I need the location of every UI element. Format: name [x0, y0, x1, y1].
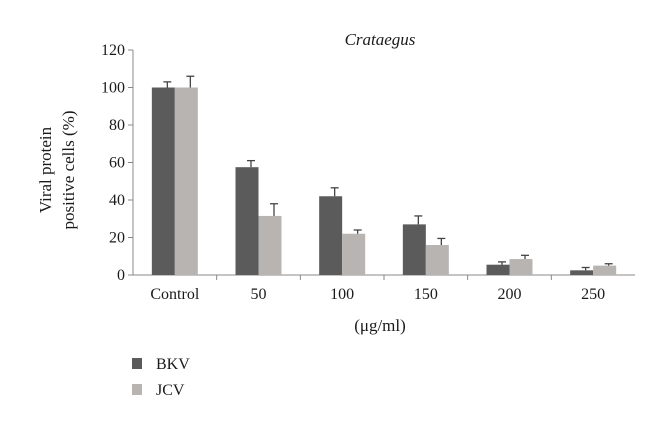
bar-bkv-150: [402, 224, 426, 275]
x-axis-ticks: Control 50 100 150 200 250: [150, 275, 605, 303]
bar-jcv-200: [509, 259, 533, 275]
legend-label-jcv: JCV: [156, 382, 185, 399]
y-tick-label: 0: [117, 267, 125, 284]
y-axis-ticks: 0 20 40 60 80 100 120: [101, 42, 133, 284]
y-tick-label: 80: [109, 117, 125, 134]
bar-jcv-50: [258, 215, 282, 275]
bar-jcv-150: [425, 245, 449, 275]
bar-jcv-100: [342, 233, 366, 275]
error-bars-group: [163, 75, 613, 271]
y-tick-label: 120: [101, 42, 125, 59]
y-tick-label: 40: [109, 192, 125, 209]
legend: BKV JCV: [132, 356, 190, 399]
x-tick-label: 50: [251, 286, 267, 303]
y-tick-label: 60: [109, 155, 125, 172]
bars-group: [151, 87, 617, 275]
bar-bkv-200: [486, 264, 510, 275]
x-tick-label: 250: [581, 286, 605, 303]
x-tick-label: 100: [330, 286, 354, 303]
x-tick-label: Control: [150, 286, 199, 303]
y-tick-label: 100: [101, 80, 125, 97]
y-axis-label-line-2: positive cells (%): [59, 111, 78, 230]
bar-bkv-50: [235, 167, 259, 275]
y-axis-label-line-1: Viral protein: [36, 126, 55, 213]
bar-bkv-250: [570, 270, 594, 275]
legend-swatch-jcv: [132, 384, 142, 395]
y-tick-label: 20: [109, 230, 125, 247]
bar-jcv-250: [593, 265, 617, 275]
chart-title: Crataegus: [345, 30, 416, 49]
bar-jcv-control: [174, 87, 198, 275]
x-tick-label: 200: [498, 286, 522, 303]
x-tick-label: 150: [414, 286, 438, 303]
x-axis-label: (μg/ml): [354, 316, 406, 335]
bar-bkv-control: [151, 87, 175, 275]
legend-swatch-bkv: [132, 358, 142, 369]
legend-label-bkv: BKV: [156, 356, 190, 373]
bar-bkv-100: [319, 196, 343, 275]
